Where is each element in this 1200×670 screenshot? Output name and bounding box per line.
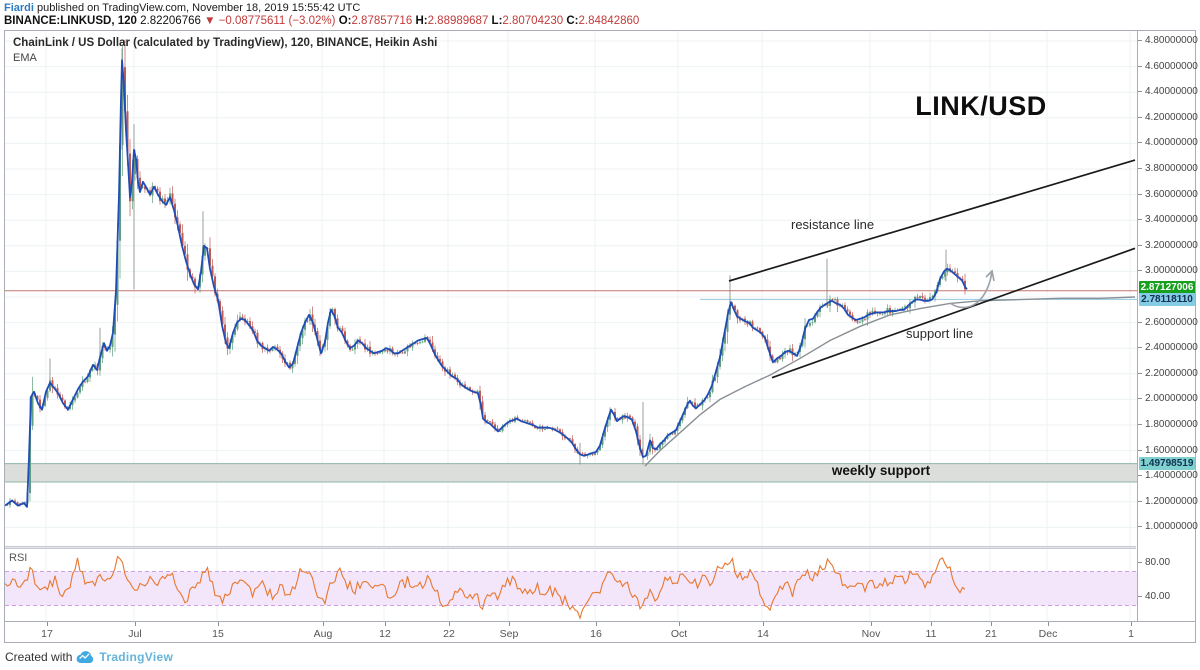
time-tick-label: 15 bbox=[212, 628, 224, 640]
time-tick-label: Aug bbox=[313, 628, 333, 640]
tradingview-brand-link[interactable]: TradingView bbox=[99, 650, 174, 664]
time-tick bbox=[47, 622, 48, 626]
time-tick bbox=[763, 622, 764, 626]
low-value: 2.80704230 bbox=[502, 15, 564, 27]
time-tick-label: Dec bbox=[1038, 628, 1058, 640]
pane-divider[interactable] bbox=[5, 546, 1136, 549]
time-tick bbox=[135, 622, 136, 626]
close-label: C: bbox=[566, 15, 579, 27]
price-tick-label: 2.40000000 bbox=[1138, 342, 1198, 353]
time-tick bbox=[1131, 622, 1132, 626]
price-tick-label: 1.20000000 bbox=[1138, 496, 1198, 507]
price-tick-label: 1.60000000 bbox=[1138, 445, 1198, 456]
price-tick-label: 1.00000000 bbox=[1138, 521, 1198, 532]
price-tick-label: 4.40000000 bbox=[1138, 86, 1198, 97]
time-tick-label: 21 bbox=[985, 628, 997, 640]
high-label: H: bbox=[415, 15, 428, 27]
time-tick-label: 1 bbox=[1128, 628, 1134, 640]
symbol-name: BINANCE:LINKUSD, 120 bbox=[4, 15, 137, 27]
time-axis[interactable]: 17 Jul 15 Aug 12 22 Sep 16 Oct 14 Nov 11 21 Dec 1 bbox=[5, 621, 1195, 642]
time-tick bbox=[509, 622, 510, 626]
time-tick bbox=[449, 622, 450, 626]
time-tick-label: 17 bbox=[41, 628, 53, 640]
ema-indicator-label: EMA bbox=[13, 52, 37, 64]
time-tick-label: 14 bbox=[757, 628, 769, 640]
symbol-info-bar: BINANCE:LINKUSD, 120 2.82206766 ▼ −0.087… bbox=[4, 15, 639, 27]
time-tick-label: 12 bbox=[379, 628, 391, 640]
time-tick bbox=[991, 622, 992, 626]
time-tick-label: Jul bbox=[128, 628, 142, 640]
price-tick-label: 4.60000000 bbox=[1138, 61, 1198, 72]
byline: Fiardi published on TradingView.com, Nov… bbox=[4, 2, 360, 14]
created-with-text: Created with bbox=[5, 650, 73, 664]
time-tick-label: 11 bbox=[925, 628, 937, 640]
time-tick bbox=[679, 622, 680, 626]
time-tick-label: Nov bbox=[861, 628, 881, 640]
price-tick-label: 3.20000000 bbox=[1138, 240, 1198, 251]
price-tick-label: 3.60000000 bbox=[1138, 189, 1198, 200]
price-tick-label: 2.20000000 bbox=[1138, 368, 1198, 379]
close-value: 2.84842860 bbox=[578, 15, 640, 27]
rsi-tick-label: 80.00 bbox=[1138, 557, 1170, 568]
rsi-indicator-label: RSI bbox=[9, 552, 28, 564]
price-badge: 1.49798519 bbox=[1139, 457, 1195, 471]
last-price: 2.82206766 bbox=[140, 15, 201, 27]
price-tick-label: 1.40000000 bbox=[1138, 470, 1198, 481]
price-badge: 2.78118110 bbox=[1139, 292, 1195, 306]
time-tick-label: 22 bbox=[443, 628, 455, 640]
rsi-pane[interactable] bbox=[5, 549, 1137, 621]
rsi-tick-label: 40.00 bbox=[1138, 591, 1170, 602]
open-value: 2.87857716 bbox=[351, 15, 413, 27]
time-tick bbox=[871, 622, 872, 626]
price-tick-label: 3.00000000 bbox=[1138, 265, 1198, 276]
time-tick bbox=[323, 622, 324, 626]
support-line-label: support line bbox=[906, 326, 974, 341]
high-value: 2.88989687 bbox=[427, 15, 489, 27]
resistance-line-label: resistance line bbox=[791, 217, 875, 232]
main-price-pane[interactable] bbox=[5, 31, 1137, 546]
chart-widget: 17 Jul 15 Aug 12 22 Sep 16 Oct 14 Nov 11 21 Dec 1 4.80… bbox=[4, 30, 1198, 643]
price-tick-label: 4.00000000 bbox=[1138, 137, 1198, 148]
time-tick-label: 16 bbox=[590, 628, 602, 640]
price-tick-label: 4.80000000 bbox=[1138, 35, 1198, 46]
time-tick-label: Oct bbox=[670, 628, 688, 640]
byline-text: published on TradingView.com, November 1… bbox=[33, 2, 361, 14]
tradingview-logo-icon[interactable] bbox=[76, 650, 95, 664]
price-axis[interactable]: 4.80000000 4.60000000 4.40000000 4.20000000… bbox=[1137, 31, 1198, 621]
price-tick-label: 1.80000000 bbox=[1138, 419, 1198, 430]
price-tick-label: 3.40000000 bbox=[1138, 214, 1198, 225]
time-tick bbox=[1048, 622, 1049, 626]
footer: Created with TradingView bbox=[5, 650, 173, 664]
author-link[interactable]: Fiardi bbox=[4, 2, 34, 14]
direction-arrow-icon: ▼ bbox=[204, 15, 216, 27]
time-tick bbox=[596, 622, 597, 626]
weekly-support-label: weekly support bbox=[831, 463, 931, 478]
price-change: −0.08775611 (−3.02%) bbox=[218, 15, 336, 27]
time-tick bbox=[218, 622, 219, 626]
chart-title: ChainLink / US Dollar (calculated by Tra… bbox=[13, 37, 438, 49]
time-tick-label: Sep bbox=[499, 628, 519, 640]
open-label: O: bbox=[338, 15, 352, 27]
price-badge: 2.87127006 bbox=[1139, 281, 1195, 295]
price-tick-label: 2.60000000 bbox=[1138, 317, 1198, 328]
price-tick-label: 2.00000000 bbox=[1138, 393, 1198, 404]
symbol-watermark: LINK/USD bbox=[915, 91, 1047, 121]
price-tick-label: 3.80000000 bbox=[1138, 163, 1198, 174]
price-tick-label: 4.20000000 bbox=[1138, 112, 1198, 123]
low-label: L: bbox=[491, 15, 503, 27]
time-tick bbox=[931, 622, 932, 626]
time-tick bbox=[385, 622, 386, 626]
